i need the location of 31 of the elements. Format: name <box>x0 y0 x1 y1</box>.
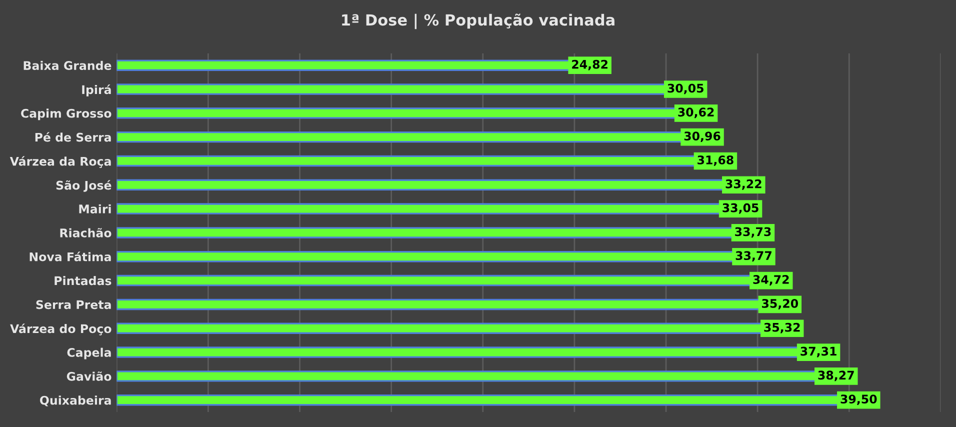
data-label: 35,20 <box>762 298 798 310</box>
data-label: 30,05 <box>668 84 704 94</box>
y-tick-label: Riachão <box>60 228 112 238</box>
y-tick-label: Pé de Serra <box>35 132 111 142</box>
data-label: 30,96 <box>684 132 720 142</box>
data-label: 37,31 <box>800 346 836 358</box>
data-label: 33,22 <box>726 179 762 190</box>
y-tick-label: Mairi <box>79 204 111 214</box>
chart-title: 1ª Dose | % População vacinada <box>342 14 614 30</box>
data-label: 38,27 <box>818 370 854 382</box>
y-tick-label: Serra Preta <box>36 300 111 310</box>
y-tick-label: Capim Grosso <box>21 108 112 120</box>
data-label: 33,77 <box>736 251 772 262</box>
y-tick-label: Ipirá <box>82 84 111 96</box>
y-tick-label: Várzea da Roça <box>10 156 111 168</box>
y-tick-label: Capela <box>67 348 111 360</box>
data-label: 24,82 <box>572 60 608 70</box>
y-tick-label: São José <box>56 180 112 192</box>
data-label: 34,72 <box>753 275 789 286</box>
data-label: 39,50 <box>840 394 877 406</box>
data-label: 30,62 <box>678 108 714 118</box>
y-tick-label: Várzea do Poço <box>10 324 112 336</box>
y-tick-label: Quixabeira <box>40 396 111 406</box>
y-tick-label: Nova Fátima <box>30 252 111 262</box>
data-label: 31,68 <box>698 155 734 166</box>
data-label: 35,32 <box>764 322 800 334</box>
data-label: 33,05 <box>722 203 758 214</box>
y-tick-label: Baixa Grande <box>24 60 112 70</box>
y-tick-label: Gavião <box>66 371 112 381</box>
data-label: 33,73 <box>735 227 771 238</box>
y-tick-label: Pintadas <box>54 276 112 286</box>
